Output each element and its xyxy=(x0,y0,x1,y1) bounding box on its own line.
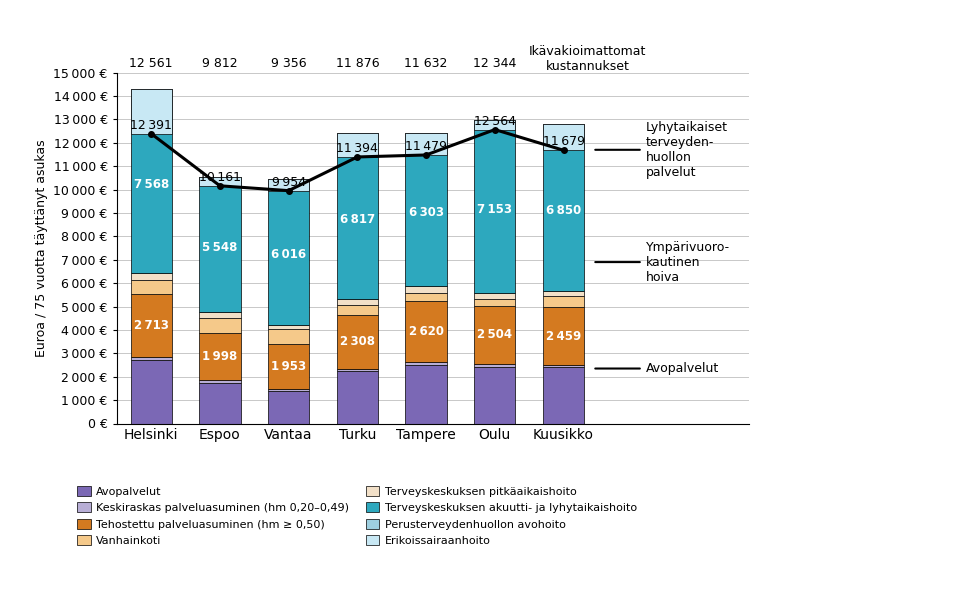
Text: 6 016: 6 016 xyxy=(271,248,306,261)
Bar xyxy=(543,365,584,367)
Bar xyxy=(199,183,240,312)
Bar xyxy=(406,132,447,155)
Text: 7 568: 7 568 xyxy=(133,178,168,191)
Bar xyxy=(474,120,516,126)
Bar xyxy=(130,358,172,361)
Bar xyxy=(130,89,172,96)
Bar xyxy=(337,133,378,139)
Bar xyxy=(199,333,240,380)
Bar xyxy=(268,180,309,191)
Text: 12 391: 12 391 xyxy=(130,119,172,132)
Text: 2 620: 2 620 xyxy=(409,325,444,338)
Text: 9 954: 9 954 xyxy=(271,176,306,189)
Bar xyxy=(543,367,584,424)
Bar xyxy=(474,364,516,367)
Bar xyxy=(337,139,378,299)
Bar xyxy=(543,124,584,150)
Bar xyxy=(337,133,378,157)
Bar xyxy=(268,390,309,391)
Text: Avopalvelut: Avopalvelut xyxy=(646,362,719,375)
Bar xyxy=(199,177,240,183)
Legend: Avopalvelut, Keskiraskas palveluasuminen (hm 0,20–0,49), Tehostettu palveluasumi: Avopalvelut, Keskiraskas palveluasuminen… xyxy=(73,482,641,551)
Text: 11 394: 11 394 xyxy=(337,142,378,155)
Bar xyxy=(337,305,378,315)
Text: 2 504: 2 504 xyxy=(478,329,513,341)
Bar xyxy=(268,391,309,423)
Bar xyxy=(337,315,378,369)
Bar xyxy=(543,307,584,365)
Bar xyxy=(406,286,447,293)
Bar xyxy=(199,177,240,186)
Text: 6 817: 6 817 xyxy=(340,212,375,226)
Bar xyxy=(130,361,172,424)
Bar xyxy=(337,299,378,305)
Text: 10 161: 10 161 xyxy=(198,171,241,184)
Bar xyxy=(406,139,447,286)
Bar xyxy=(130,96,172,273)
Bar xyxy=(268,325,309,329)
Bar xyxy=(268,180,309,184)
Bar xyxy=(406,132,447,139)
Bar xyxy=(268,184,309,325)
Bar xyxy=(199,382,240,424)
Bar xyxy=(268,329,309,344)
Text: 12 564: 12 564 xyxy=(474,115,516,128)
Text: 2 308: 2 308 xyxy=(340,335,375,348)
Bar xyxy=(130,294,172,358)
Text: 2 713: 2 713 xyxy=(133,319,168,332)
Bar xyxy=(406,301,447,362)
Bar xyxy=(474,299,516,306)
Text: 11 479: 11 479 xyxy=(405,140,448,153)
Text: Lyhytaikaiset
terveyden-
huollon
palvelut: Lyhytaikaiset terveyden- huollon palvelu… xyxy=(646,121,728,179)
Text: 6 303: 6 303 xyxy=(409,206,444,219)
Bar xyxy=(199,312,240,318)
Bar xyxy=(130,273,172,280)
Y-axis label: Euroa / 75 vuotta täyttänyt asukas: Euroa / 75 vuotta täyttänyt asukas xyxy=(35,139,48,357)
Text: 11 679: 11 679 xyxy=(543,136,585,148)
Bar xyxy=(337,371,378,423)
Text: Ikävakioimattomat
kustannukset: Ikävakioimattomat kustannukset xyxy=(529,45,646,73)
Bar xyxy=(474,293,516,299)
Bar xyxy=(543,290,584,296)
Text: 6 850: 6 850 xyxy=(546,204,581,217)
Text: 5 548: 5 548 xyxy=(202,241,237,254)
Bar xyxy=(474,367,516,424)
Bar xyxy=(543,130,584,290)
Bar xyxy=(543,124,584,130)
Bar xyxy=(130,89,172,134)
Bar xyxy=(268,344,309,390)
Bar xyxy=(474,306,516,364)
Bar xyxy=(406,293,447,301)
Text: 1 998: 1 998 xyxy=(202,350,237,364)
Bar xyxy=(406,365,447,424)
Bar xyxy=(199,380,240,382)
Bar xyxy=(543,296,584,307)
Bar xyxy=(337,369,378,371)
Text: Ympärivuoro-
kautinen
hoiva: Ympärivuoro- kautinen hoiva xyxy=(646,241,730,284)
Bar xyxy=(474,120,516,129)
Text: 7 153: 7 153 xyxy=(478,203,513,216)
Bar xyxy=(130,280,172,294)
Bar xyxy=(474,126,516,293)
Bar xyxy=(406,362,447,365)
Bar xyxy=(199,318,240,333)
Text: 1 953: 1 953 xyxy=(271,360,306,373)
Text: 2 459: 2 459 xyxy=(546,330,581,342)
